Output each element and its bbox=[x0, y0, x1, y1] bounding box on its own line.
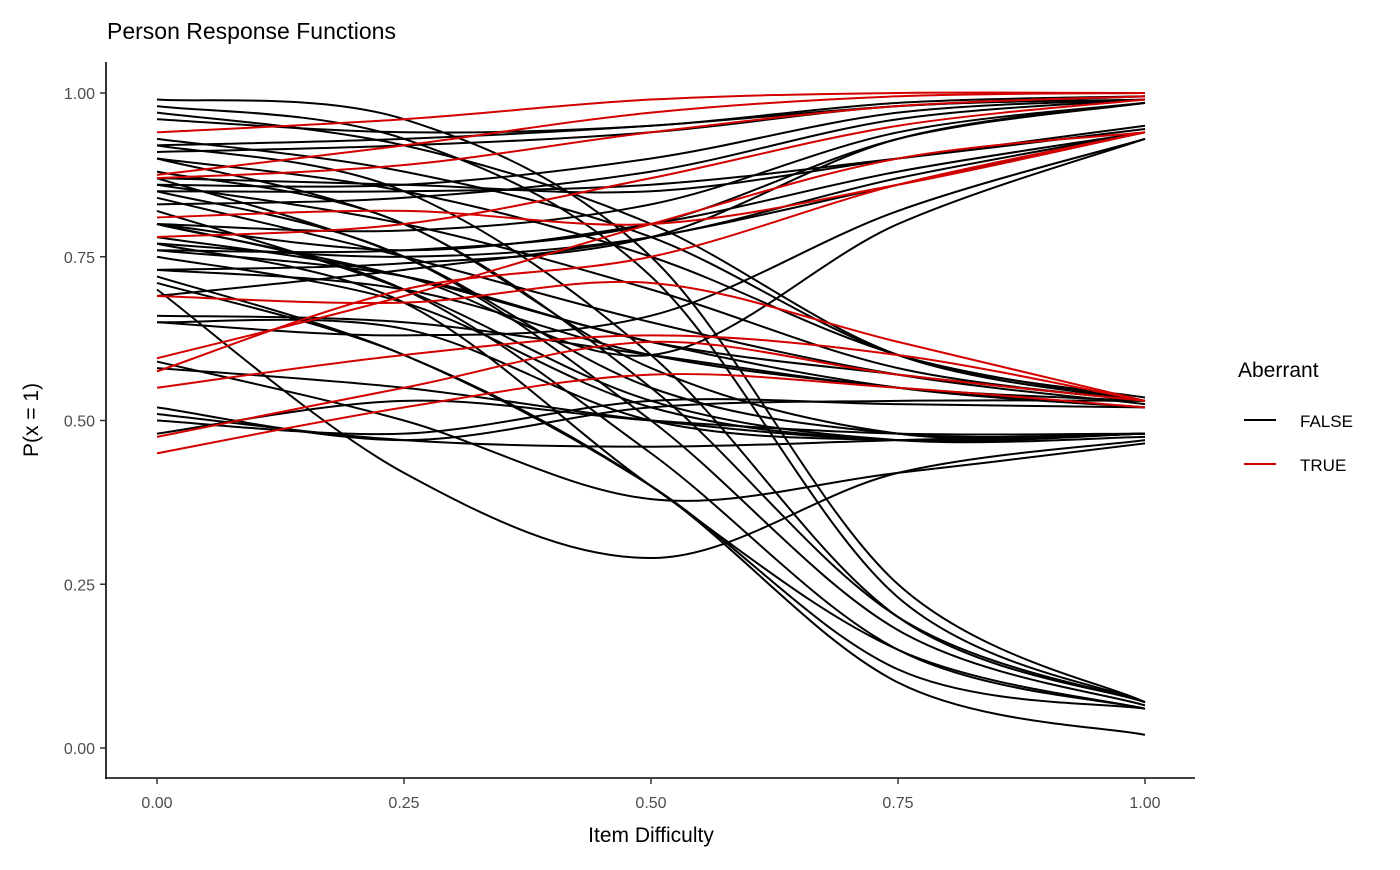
legend-label-true: TRUE bbox=[1300, 456, 1346, 475]
series-line-43 bbox=[156, 101, 1146, 271]
series-line-46 bbox=[156, 92, 1146, 176]
series-line-53 bbox=[156, 334, 1146, 402]
y-axis-title: P(x = 1) bbox=[20, 383, 43, 457]
x-ticks: 0.00 0.25 0.50 0.75 1.00 bbox=[141, 778, 1161, 812]
legend: Aberrant FALSE TRUE bbox=[1238, 359, 1353, 475]
legend-label-false: FALSE bbox=[1300, 412, 1353, 431]
y-tick-label: 0.25 bbox=[64, 577, 95, 594]
series-line-9 bbox=[156, 288, 1146, 560]
series-line-35 bbox=[156, 137, 1146, 337]
series-line-54 bbox=[156, 340, 1146, 438]
series-line-23 bbox=[156, 177, 1146, 438]
series-line-25 bbox=[156, 255, 1146, 443]
series-lines bbox=[156, 91, 1146, 736]
series-line-28 bbox=[156, 412, 1146, 448]
series-line-14 bbox=[156, 183, 1146, 402]
series-line-5 bbox=[156, 223, 1146, 710]
series-line-15 bbox=[156, 196, 1146, 406]
x-tick-label: 0.75 bbox=[882, 795, 913, 812]
series-line-45 bbox=[156, 91, 1146, 134]
y-ticks: 0.00 0.25 0.50 0.75 1.00 bbox=[64, 86, 106, 758]
series-line-21 bbox=[156, 398, 1146, 436]
series-line-40 bbox=[156, 98, 1146, 206]
series-line-31 bbox=[156, 128, 1146, 193]
series-line-47 bbox=[156, 95, 1146, 180]
series-line-39 bbox=[156, 98, 1146, 188]
series-line-6 bbox=[156, 242, 1146, 710]
series-line-44 bbox=[156, 95, 1146, 134]
series-line-51 bbox=[156, 131, 1146, 360]
series-line-29 bbox=[156, 399, 1146, 436]
y-tick-label: 0.50 bbox=[64, 414, 95, 431]
x-axis-title: Item Difficulty bbox=[588, 824, 714, 847]
series-line-36 bbox=[156, 137, 1146, 357]
series-line-10 bbox=[156, 360, 1146, 502]
series-line-52 bbox=[156, 131, 1146, 373]
y-tick-label: 0.75 bbox=[64, 250, 95, 267]
series-line-0 bbox=[156, 98, 1146, 704]
y-tick-label: 0.00 bbox=[64, 741, 95, 758]
chart-title: Person Response Functions bbox=[107, 18, 396, 44]
x-tick-label: 1.00 bbox=[1129, 795, 1160, 812]
series-line-50 bbox=[156, 280, 1146, 402]
series-line-49 bbox=[156, 98, 1146, 239]
legend-title: Aberrant bbox=[1238, 359, 1319, 382]
x-tick-label: 0.00 bbox=[141, 795, 172, 812]
x-tick-label: 0.25 bbox=[388, 795, 419, 812]
series-line-2 bbox=[156, 144, 1146, 704]
series-line-8 bbox=[156, 281, 1146, 736]
series-line-55 bbox=[156, 373, 1146, 455]
y-tick-label: 1.00 bbox=[64, 86, 95, 103]
series-line-4 bbox=[156, 190, 1146, 707]
x-tick-label: 0.50 bbox=[635, 795, 666, 812]
